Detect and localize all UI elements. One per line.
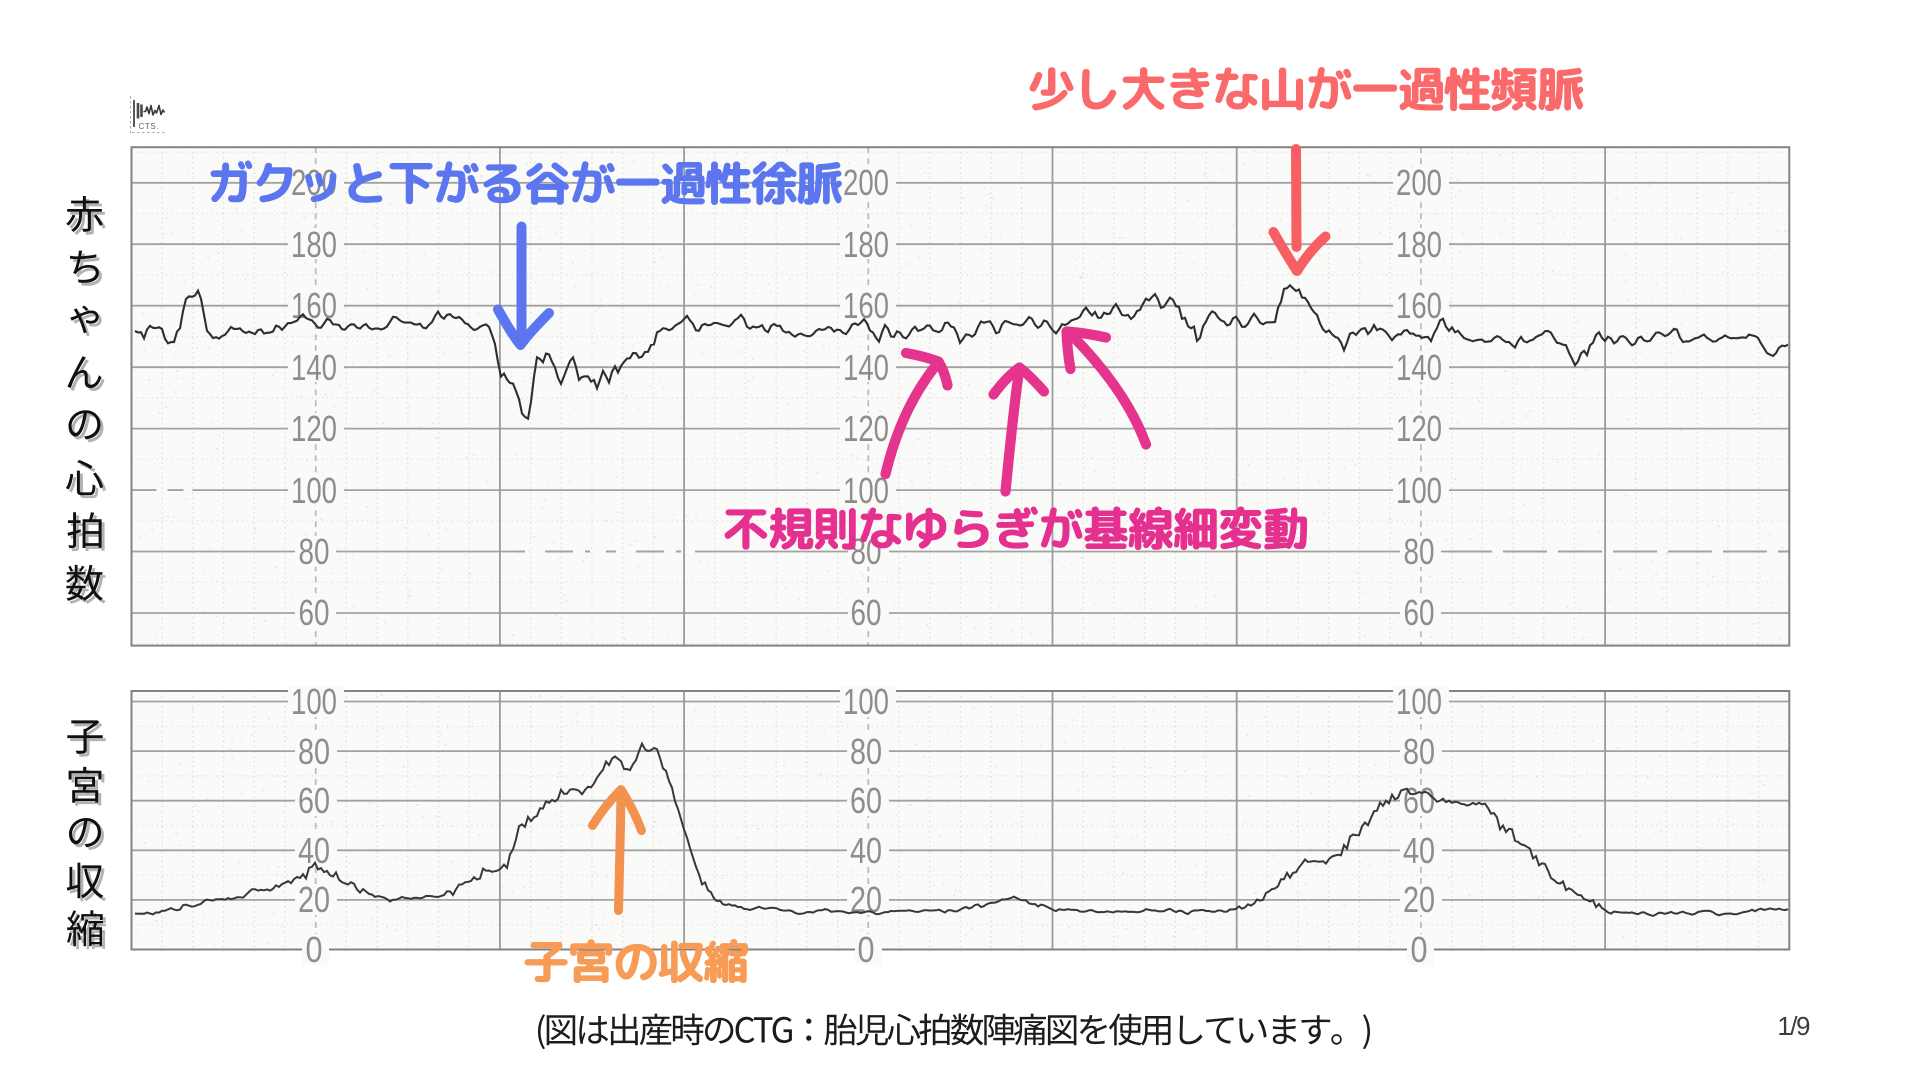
svg-text:140: 140 — [291, 347, 337, 388]
svg-text:100: 100 — [291, 470, 337, 511]
svg-text:200: 200 — [843, 162, 889, 203]
svg-text:60: 60 — [299, 592, 330, 633]
svg-text:0: 0 — [1411, 929, 1428, 970]
svg-text:100: 100 — [843, 681, 889, 722]
svg-text:40: 40 — [850, 830, 882, 871]
svg-text:120: 120 — [1396, 408, 1442, 449]
svg-text:80: 80 — [1404, 531, 1435, 572]
svg-text:180: 180 — [843, 224, 889, 265]
svg-text:20: 20 — [298, 879, 330, 920]
svg-text:60: 60 — [1403, 780, 1435, 821]
svg-text:0: 0 — [306, 929, 323, 970]
svg-text:200: 200 — [1396, 162, 1442, 203]
svg-text:80: 80 — [299, 531, 330, 572]
svg-text:140: 140 — [843, 347, 889, 388]
svg-text:80: 80 — [1403, 731, 1435, 772]
svg-text:160: 160 — [1396, 285, 1442, 326]
svg-text:120: 120 — [291, 408, 337, 449]
svg-text:60: 60 — [851, 592, 882, 633]
svg-text:60: 60 — [850, 780, 882, 821]
svg-text:1/9: 1/9 — [1777, 1011, 1810, 1041]
svg-text:180: 180 — [1396, 224, 1442, 265]
svg-text:0: 0 — [858, 929, 875, 970]
svg-text:20: 20 — [1403, 879, 1435, 920]
svg-text:180: 180 — [291, 224, 337, 265]
svg-text:60: 60 — [298, 780, 330, 821]
svg-text:60: 60 — [1404, 592, 1435, 633]
svg-text:160: 160 — [843, 285, 889, 326]
svg-text:40: 40 — [1403, 830, 1435, 871]
svg-text:140: 140 — [1396, 347, 1442, 388]
svg-text:CTS.: CTS. — [139, 122, 160, 131]
svg-text:120: 120 — [843, 408, 889, 449]
svg-text:100: 100 — [1396, 681, 1442, 722]
svg-text:80: 80 — [298, 731, 330, 772]
svg-text:100: 100 — [291, 681, 337, 722]
svg-text:80: 80 — [850, 731, 882, 772]
svg-text:100: 100 — [1396, 470, 1442, 511]
